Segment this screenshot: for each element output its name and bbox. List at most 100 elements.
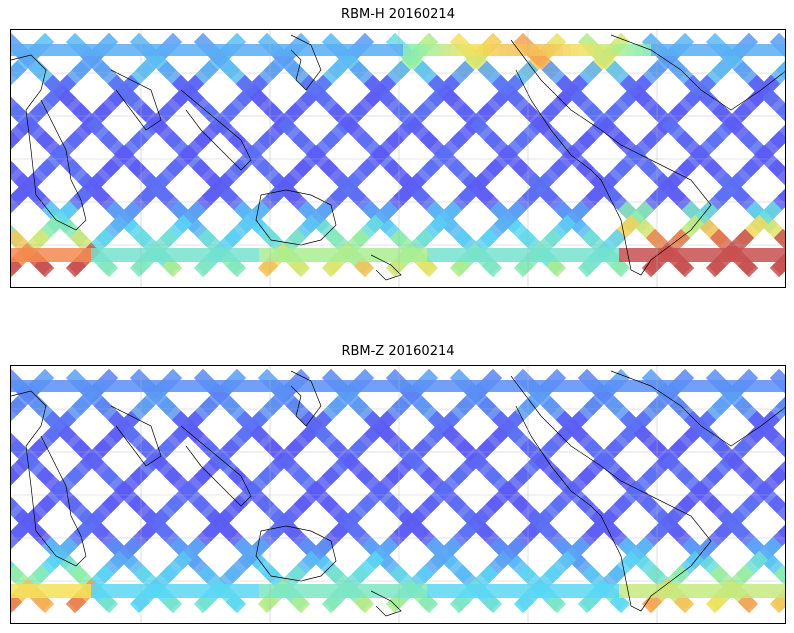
north-band-cell: [595, 44, 603, 56]
north-band-cell: [779, 380, 785, 392]
south-band-cell: [379, 248, 387, 262]
north-band-cell: [755, 380, 763, 392]
north-band-cell: [555, 380, 563, 392]
south-band-cell: [723, 584, 731, 598]
north-band-cell: [419, 380, 427, 392]
north-band-cell: [443, 380, 451, 392]
south-band-cell: [107, 584, 115, 598]
south-band-cell: [443, 584, 451, 598]
track-segment: [321, 256, 343, 278]
south-band-cell: [243, 584, 251, 598]
map-panel-top: [10, 29, 786, 288]
south-band-cell: [27, 248, 35, 262]
north-band-cell: [451, 44, 459, 56]
north-band-cell: [531, 44, 539, 56]
north-band-cell: [307, 380, 315, 392]
south-band-cell: [699, 248, 707, 262]
south-band-cell: [195, 248, 203, 262]
coastline: [610, 370, 785, 447]
map-panel-bottom: [10, 365, 786, 624]
track-segment: [417, 256, 439, 278]
north-band-cell: [219, 380, 227, 392]
south-band-cell: [251, 248, 259, 262]
track-segment: [385, 592, 407, 614]
south-band-cell: [67, 584, 75, 598]
south-band-cell: [523, 248, 531, 262]
north-band-cell: [227, 380, 235, 392]
south-band-cell: [483, 248, 491, 262]
south-band-cell: [283, 584, 291, 598]
north-band-cell: [779, 44, 785, 56]
coastline: [510, 375, 712, 612]
track-segment: [353, 592, 375, 614]
coastline: [180, 89, 252, 171]
map-canvas-top: [11, 30, 785, 287]
south-band-cell: [363, 584, 371, 598]
north-band-cell: [579, 44, 587, 56]
track-segment: [385, 256, 407, 278]
north-band-cell: [171, 44, 179, 56]
north-band-cell: [251, 44, 259, 56]
south-band-cell: [475, 248, 483, 262]
gridline-layer: [11, 30, 785, 287]
south-band-cell: [139, 584, 147, 598]
track-segment: [11, 60, 27, 86]
north-band-cell: [459, 44, 467, 56]
south-band-cell: [363, 248, 371, 262]
south-band-cell: [355, 248, 363, 262]
south-band-cell: [371, 248, 379, 262]
south-band-cell: [707, 584, 715, 598]
north-band-cell: [51, 380, 59, 392]
south-band-cell: [83, 584, 91, 598]
south-band-cell: [507, 584, 515, 598]
track-segment: [289, 256, 311, 278]
track-segment: [737, 256, 759, 278]
south-band-cell: [195, 584, 203, 598]
north-band-cell: [35, 44, 43, 56]
track-segment: [641, 256, 663, 278]
south-band-cell: [619, 248, 627, 262]
south-band-cell: [179, 584, 187, 598]
north-band-cell: [675, 44, 683, 56]
north-band-cell: [115, 44, 123, 56]
north-band-cell: [643, 44, 651, 56]
south-band-cell: [99, 248, 107, 262]
south-band-cell: [603, 584, 611, 598]
south-band-cell: [675, 584, 683, 598]
north-band-cell: [627, 380, 635, 392]
track-segment: [609, 592, 631, 614]
south-band-cell: [483, 584, 491, 598]
north-band-cell: [475, 44, 483, 56]
north-band-cell: [459, 380, 467, 392]
south-band-cell: [75, 248, 83, 262]
north-band-cell: [83, 44, 91, 56]
north-band-cell: [235, 44, 243, 56]
north-band-cell: [731, 44, 739, 56]
track-segment: [257, 256, 279, 278]
track-segment: [33, 592, 55, 614]
south-band-cell: [243, 248, 251, 262]
south-band-cell: [155, 248, 163, 262]
panel-title-bottom: RBM-Z 20160214: [341, 344, 455, 359]
south-band-cell: [267, 584, 275, 598]
track-segment: [769, 256, 785, 278]
track-segment: [641, 592, 663, 614]
south-band-cell: [411, 584, 419, 598]
north-band-cell: [683, 44, 691, 56]
south-band-cell: [403, 248, 411, 262]
north-band-cell: [635, 380, 643, 392]
coastline: [610, 34, 785, 111]
south-band-cell: [691, 248, 699, 262]
north-band-cell: [11, 44, 19, 56]
north-band-cell: [355, 380, 363, 392]
north-band-cell: [651, 380, 659, 392]
south-band-cell: [115, 584, 123, 598]
north-band-cell: [195, 44, 203, 56]
south-band-cell: [59, 248, 67, 262]
south-band-cell: [387, 584, 395, 598]
north-band-cell: [331, 44, 339, 56]
south-band-cell: [595, 584, 603, 598]
north-band-cell: [195, 380, 203, 392]
south-band-cell: [627, 248, 635, 262]
coastline-layer: [11, 34, 785, 281]
